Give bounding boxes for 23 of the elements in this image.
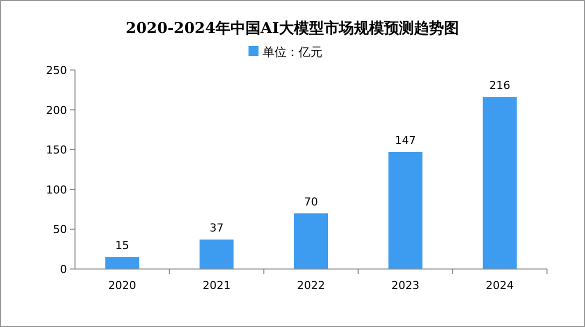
- bar: [482, 97, 517, 269]
- y-tick-label: 100: [46, 183, 67, 196]
- x-tick-label: 2022: [297, 279, 325, 292]
- bar: [294, 213, 328, 269]
- legend-label: 单位：亿元: [262, 45, 322, 59]
- bar: [105, 257, 140, 269]
- y-tick-label: 50: [53, 223, 67, 236]
- y-tick-label: 150: [46, 144, 67, 157]
- y-tick-label: 200: [46, 104, 67, 117]
- x-tick-label: 2020: [108, 279, 136, 292]
- data-label: 37: [210, 222, 224, 235]
- data-label: 15: [115, 239, 130, 252]
- bar: [200, 240, 234, 269]
- y-tick-label: 0: [60, 263, 67, 276]
- data-label: 147: [394, 134, 416, 147]
- chart-title: 2020-2024年中国AI大模型市场规模预测趋势图: [126, 19, 460, 37]
- data-label: 70: [304, 195, 318, 208]
- x-tick-label: 2024: [486, 279, 514, 292]
- bar: [388, 152, 422, 269]
- x-tick-label: 2023: [391, 279, 420, 292]
- data-label: 216: [489, 79, 510, 92]
- y-tick-label: 250: [46, 64, 67, 77]
- x-tick-label: 2021: [202, 279, 231, 292]
